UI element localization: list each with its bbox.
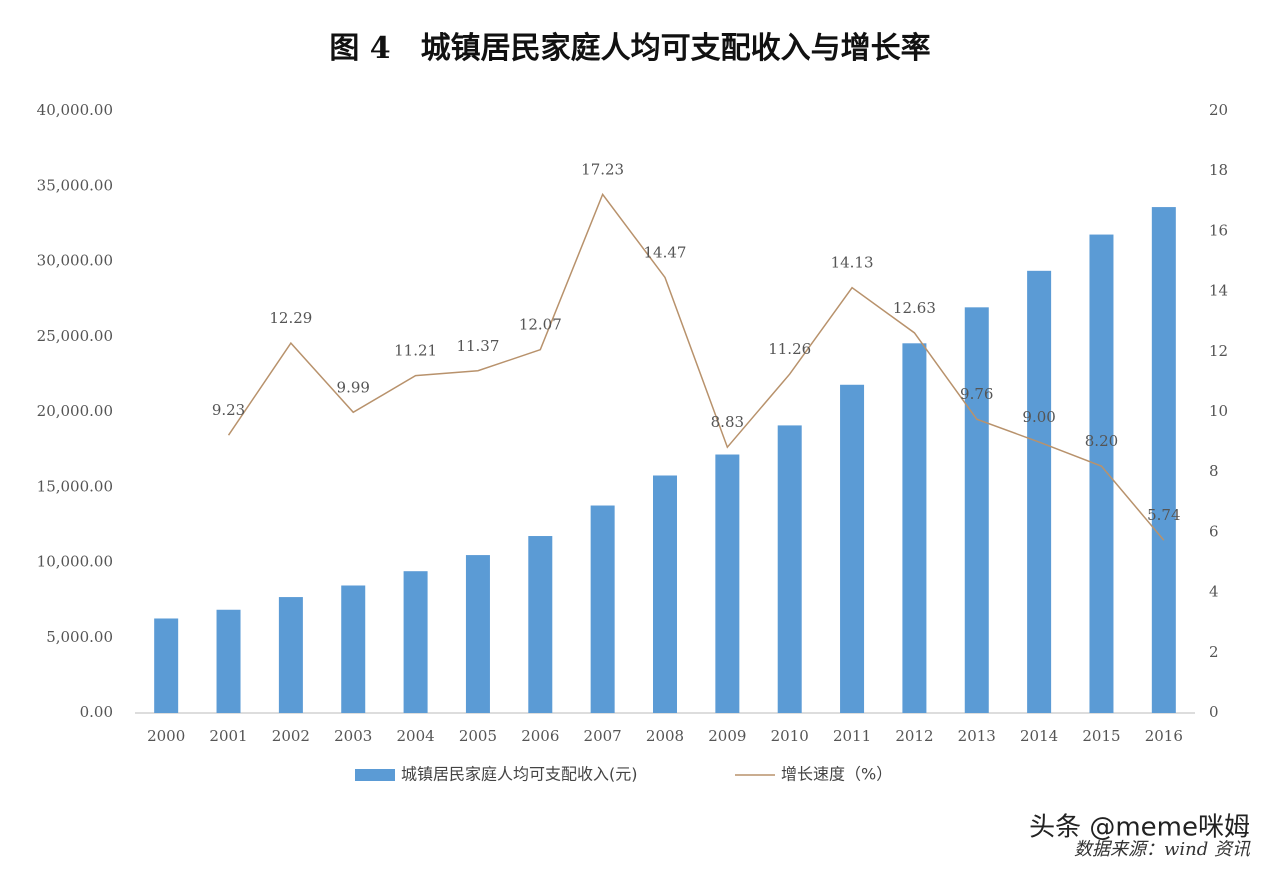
x-tick-label: 2012 <box>895 727 933 745</box>
chart-title: 图 4 城镇居民家庭人均可支配收入与增长率 <box>329 31 930 66</box>
y-tick-label: 25,000.00 <box>37 327 113 345</box>
data-label: 11.21 <box>394 342 437 360</box>
data-label: 5.74 <box>1147 506 1180 524</box>
x-tick-label: 2001 <box>209 727 247 745</box>
data-label: 9.23 <box>212 401 245 419</box>
bar <box>777 425 802 713</box>
y-tick-label: 10,000.00 <box>37 553 113 571</box>
watermark: 头条 @meme咪姆 <box>1029 813 1250 843</box>
bar <box>653 475 677 713</box>
bar <box>715 454 740 713</box>
y-tick-label: 15,000.00 <box>37 477 113 495</box>
y2-tick-label: 12 <box>1209 342 1228 360</box>
y2-tick-label: 0 <box>1209 703 1219 721</box>
x-tick-label: 2004 <box>396 727 434 745</box>
data-label: 11.37 <box>456 337 499 355</box>
y2-tick-label: 16 <box>1209 221 1228 239</box>
bar <box>154 618 179 713</box>
y2-tick-label: 20 <box>1209 101 1228 119</box>
bar <box>216 609 241 713</box>
bar <box>840 384 865 713</box>
y-tick-label: 0.00 <box>80 703 113 721</box>
bar <box>1151 207 1176 713</box>
data-label: 8.83 <box>711 413 744 431</box>
x-tick-label: 2002 <box>272 727 310 745</box>
y2-tick-label: 14 <box>1209 282 1228 300</box>
data-label: 12.07 <box>519 316 562 334</box>
line <box>227 192 1165 541</box>
bar <box>465 555 490 713</box>
legend-label: 增长速度（%） <box>781 765 892 784</box>
y-tick-label: 20,000.00 <box>37 402 113 420</box>
data-label: 14.47 <box>644 243 687 261</box>
x-tick-label: 2011 <box>833 727 871 745</box>
bar <box>341 585 366 713</box>
x-tick-label: 2013 <box>958 727 996 745</box>
x-tick-label: 2000 <box>147 727 185 745</box>
data-label: 17.23 <box>581 160 624 178</box>
bar <box>1027 270 1052 713</box>
bar <box>278 597 303 713</box>
y-tick-label: 40,000.00 <box>37 101 113 119</box>
data-label: 11.26 <box>768 340 811 358</box>
x-tick-label: 2008 <box>646 727 684 745</box>
data-label: 14.13 <box>831 254 874 272</box>
y2-tick-label: 8 <box>1209 462 1219 480</box>
y-tick-label: 30,000.00 <box>37 252 113 270</box>
y-tick-label: 35,000.00 <box>37 176 113 194</box>
bar <box>528 536 553 713</box>
y2-tick-label: 4 <box>1209 583 1219 601</box>
x-tick-label: 2009 <box>708 727 746 745</box>
x-tick-label: 2015 <box>1082 727 1120 745</box>
bar <box>1089 234 1114 714</box>
bar <box>590 505 615 713</box>
data-label: 9.99 <box>337 378 370 396</box>
data-label: 12.63 <box>893 299 936 317</box>
bar <box>902 343 927 713</box>
x-tick-label: 2007 <box>584 727 622 745</box>
y2-tick-label: 2 <box>1209 643 1219 661</box>
bar <box>403 571 428 713</box>
legend-label: 城镇居民家庭人均可支配收入(元) <box>401 765 638 784</box>
legend-swatch <box>355 769 395 781</box>
data-label: 9.76 <box>960 385 993 403</box>
data-label: 9.00 <box>1022 408 1055 426</box>
y-tick-label: 5,000.00 <box>46 628 113 646</box>
x-tick-label: 2003 <box>334 727 372 745</box>
x-tick-label: 2005 <box>459 727 497 745</box>
x-tick-label: 2006 <box>521 727 559 745</box>
x-tick-label: 2010 <box>771 727 809 745</box>
x-tick-label: 2016 <box>1145 727 1183 745</box>
source-note: 数据来源：wind 资讯 <box>1074 839 1251 860</box>
y2-tick-label: 6 <box>1209 522 1219 540</box>
x-tick-label: 2014 <box>1020 727 1058 745</box>
y2-tick-label: 10 <box>1209 402 1228 420</box>
data-label: 12.29 <box>269 309 312 327</box>
bar <box>964 307 989 713</box>
data-label: 8.20 <box>1085 432 1118 450</box>
y2-tick-label: 18 <box>1209 161 1228 179</box>
